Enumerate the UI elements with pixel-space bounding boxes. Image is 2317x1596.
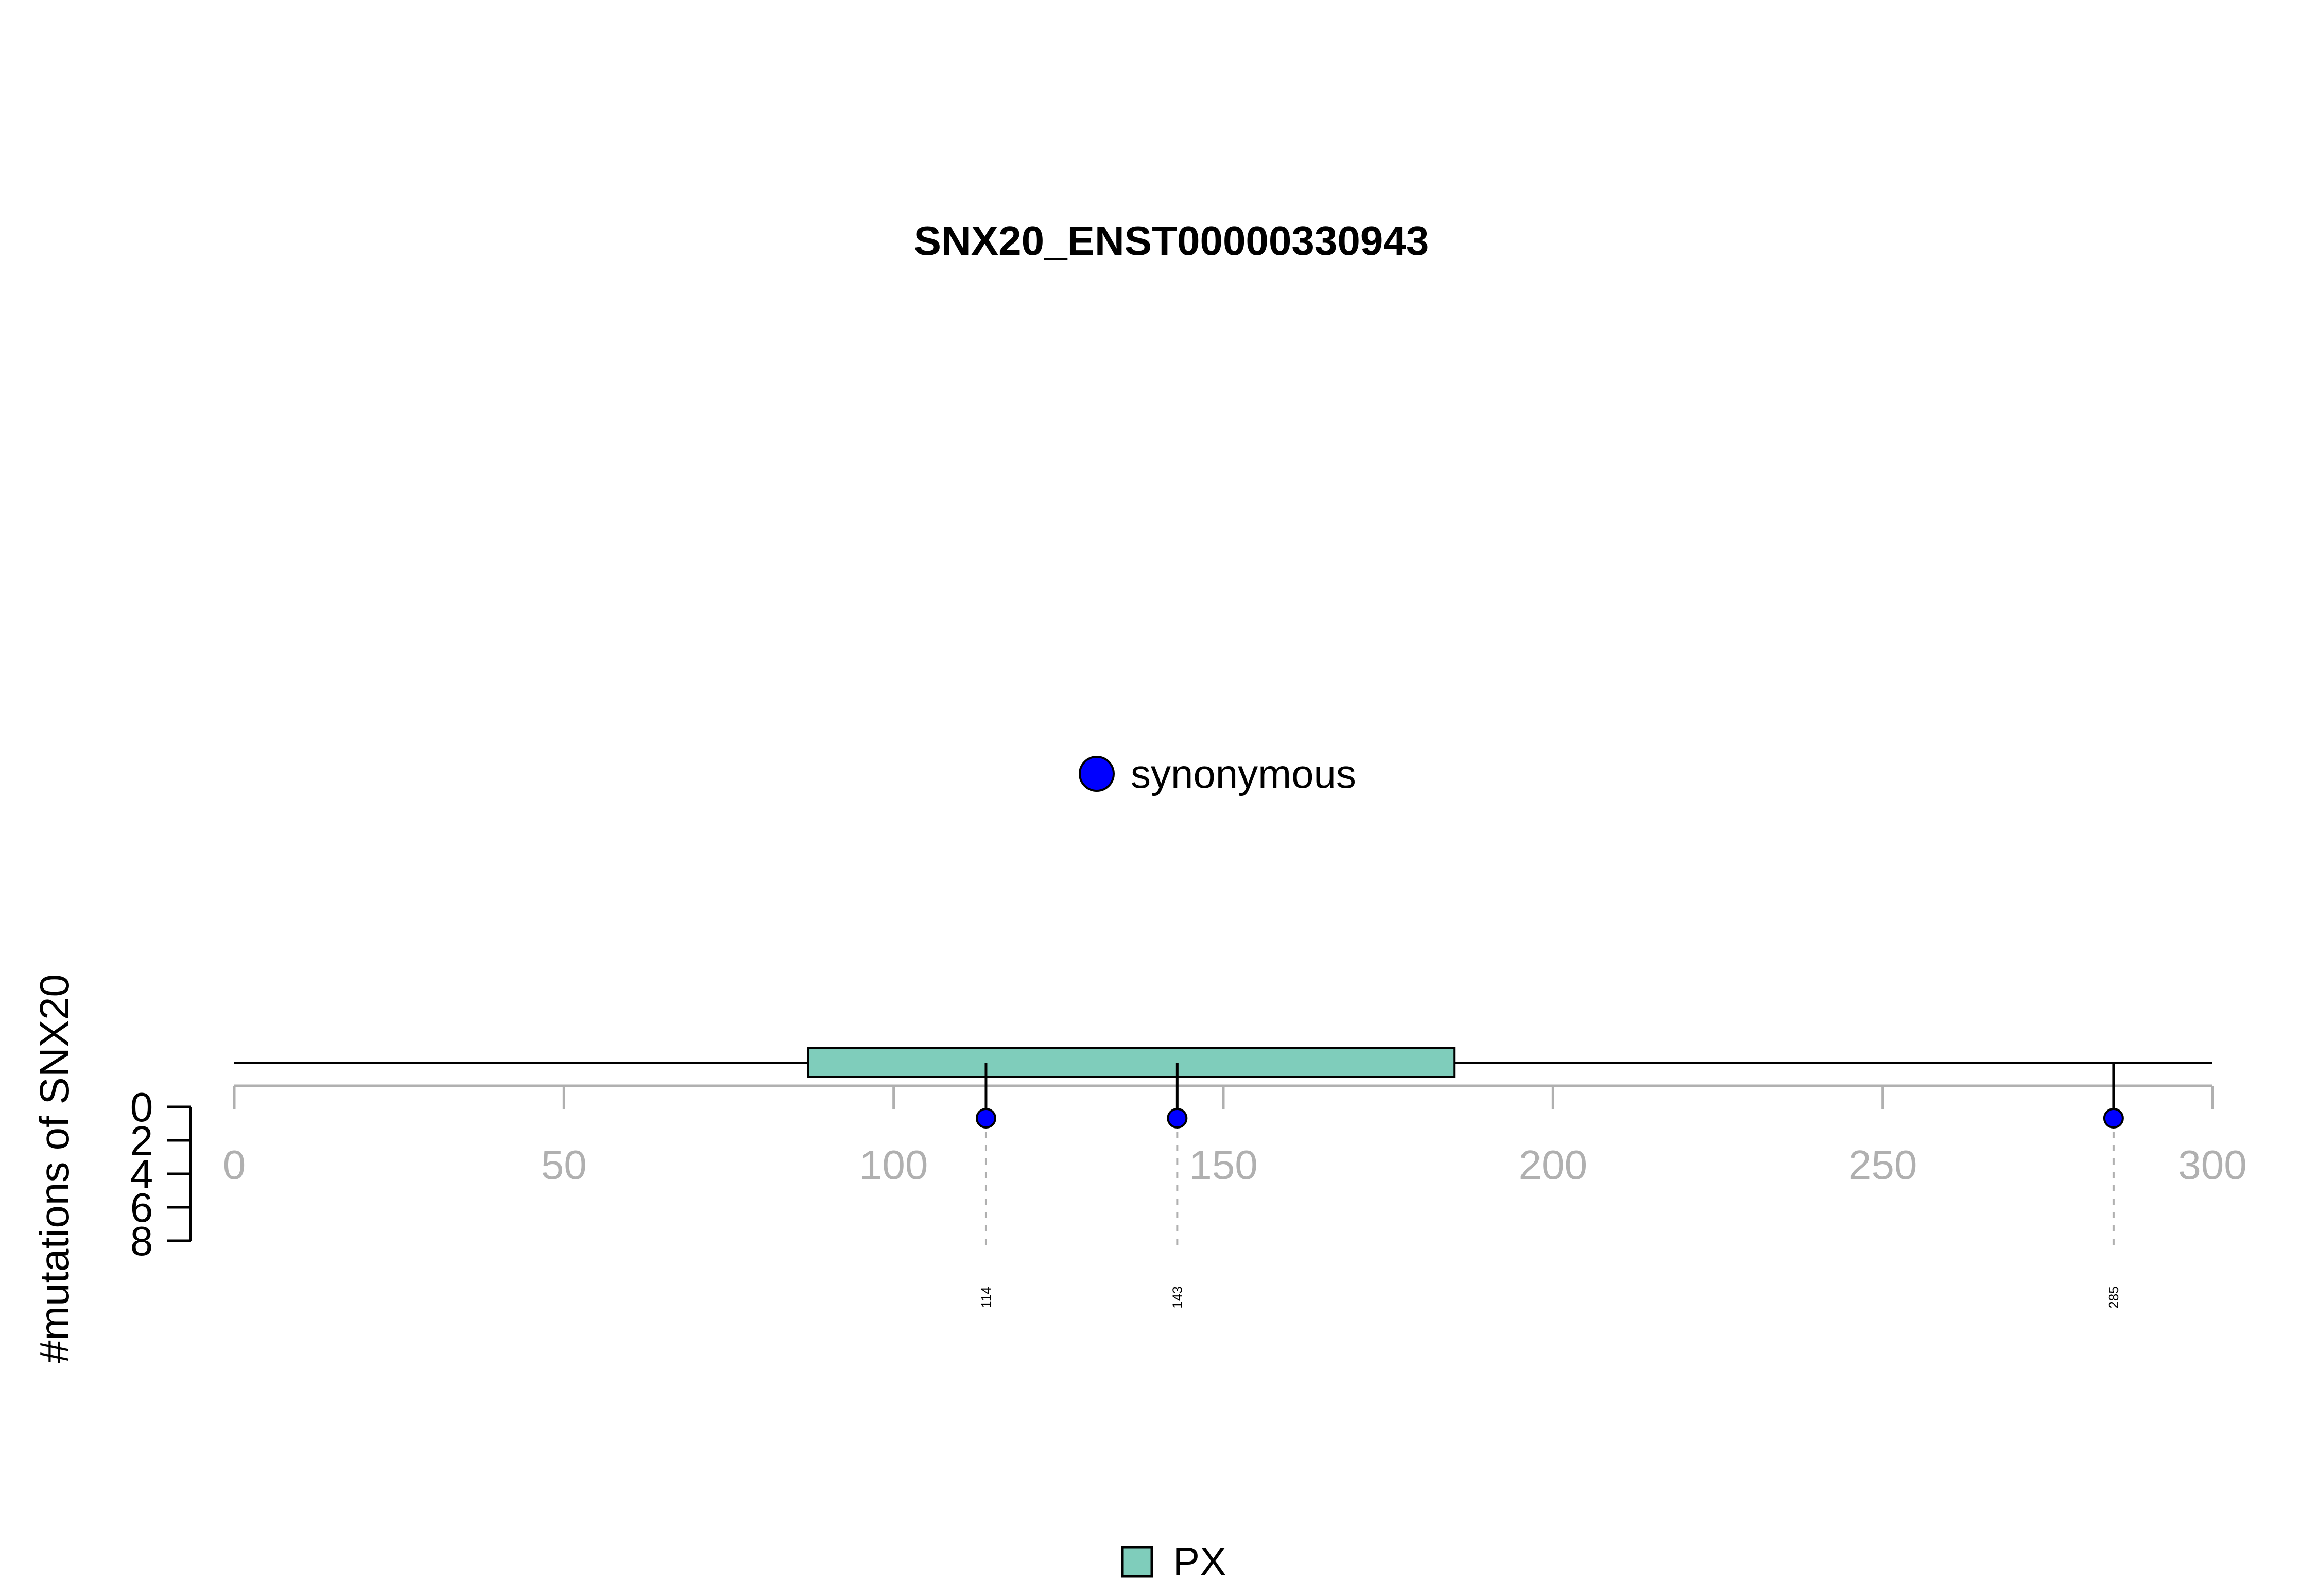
y-axis-label-group: #mutations of SNX20 xyxy=(31,974,77,1363)
y-axis-label: #mutations of SNX20 xyxy=(31,974,77,1363)
x-tick-label: 100 xyxy=(859,1142,928,1188)
mutation-point xyxy=(2103,1108,2124,1129)
x-tick-label: 300 xyxy=(2178,1142,2246,1188)
mutation-position-label: 143 xyxy=(1169,1286,1185,1308)
mutation-position-label: 285 xyxy=(2106,1286,2121,1308)
x-tick-label: 50 xyxy=(541,1142,587,1188)
x-tick-label: 250 xyxy=(1848,1142,1917,1188)
domain-px xyxy=(807,1047,1456,1078)
mutation-point xyxy=(1167,1108,1188,1129)
legend-synonymous-label: synonymous xyxy=(1131,751,1356,796)
y-tick-label: 8 xyxy=(130,1218,153,1264)
protein-track xyxy=(234,1047,2212,1078)
x-tick-label: 0 xyxy=(223,1142,246,1188)
chart-title: SNX20_ENST00000330943 xyxy=(914,218,1429,264)
x-tick-label: 150 xyxy=(1189,1142,1257,1188)
domain-legend: PX xyxy=(1121,1539,1226,1584)
y-tick-label: 4 xyxy=(130,1151,153,1197)
x-axis: 0 50 100 150 200 250 300 xyxy=(223,1084,2247,1188)
legend-synonymous-marker xyxy=(1079,756,1115,792)
mutation-lollipops: 114 143 285 xyxy=(975,1063,2124,1309)
legend-px-label: PX xyxy=(1173,1539,1226,1584)
y-tick-label: 2 xyxy=(130,1118,153,1164)
mutation-position-label: 114 xyxy=(978,1287,994,1308)
x-tick-label: 200 xyxy=(1519,1142,1587,1188)
legend-px-swatch xyxy=(1121,1546,1153,1578)
mutation-point xyxy=(975,1108,996,1129)
mutation-legend: synonymous xyxy=(1079,751,1356,796)
y-tick-label: 6 xyxy=(130,1185,153,1230)
y-tick-label: 0 xyxy=(130,1084,153,1130)
